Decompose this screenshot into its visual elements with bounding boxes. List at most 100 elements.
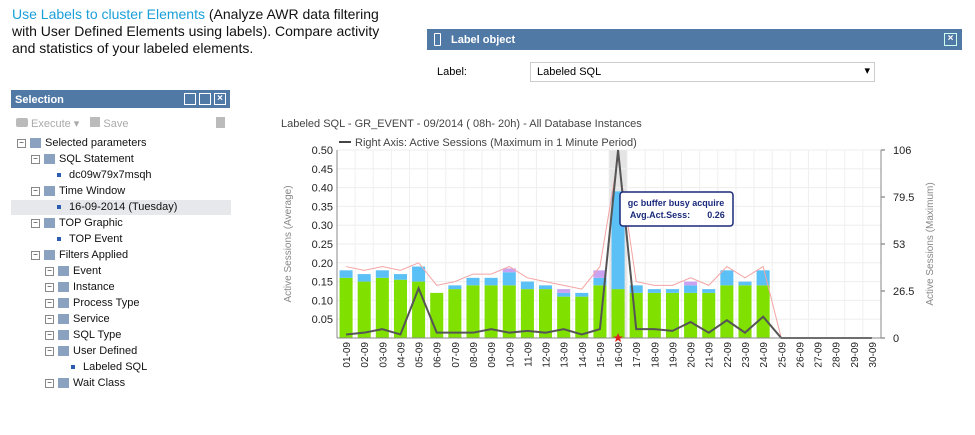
y-tick-label: 0.05 xyxy=(312,314,333,326)
expander[interactable]: − xyxy=(45,330,54,340)
tree-node[interactable]: − Time Window xyxy=(31,185,125,197)
leaf-bullet xyxy=(57,237,61,242)
expander[interactable]: − xyxy=(45,282,54,292)
expander[interactable]: − xyxy=(31,186,40,196)
bar xyxy=(412,281,426,338)
intro-link[interactable]: Use Labels to cluster Elements xyxy=(12,6,205,22)
tree-node[interactable]: 16-09-2014 (Tuesday) xyxy=(45,201,177,213)
bar xyxy=(393,279,407,338)
node-label: Time Window xyxy=(59,185,126,197)
x-tick-label: 25-09 xyxy=(777,342,788,368)
bar xyxy=(502,268,516,273)
node-icon xyxy=(58,298,69,309)
tooltip-title: gc buffer busy acquire xyxy=(628,198,725,208)
tree-node[interactable]: − SQL Statement xyxy=(31,153,134,165)
expander[interactable]: − xyxy=(45,266,54,276)
leaf-bullet xyxy=(57,173,61,178)
bar xyxy=(593,285,607,338)
expander[interactable]: − xyxy=(45,314,54,324)
bar xyxy=(557,292,571,297)
node-icon xyxy=(58,266,69,277)
tree-node[interactable]: − Process Type xyxy=(45,297,139,309)
x-tick-label: 24-09 xyxy=(759,342,770,368)
node-icon xyxy=(58,330,69,341)
y-tick-label: 0.15 xyxy=(312,277,333,289)
node-label: Instance xyxy=(73,281,115,293)
tree-node[interactable]: − Instance xyxy=(45,281,115,293)
restore[interactable] xyxy=(199,93,211,105)
expander[interactable]: − xyxy=(31,250,40,260)
tooltip-box xyxy=(619,191,734,227)
node-label: TOP Graphic xyxy=(59,217,123,229)
x-tick-label: 16-09 xyxy=(614,342,625,368)
field-label: Label: xyxy=(437,66,467,78)
minimize[interactable] xyxy=(184,93,196,105)
bar xyxy=(665,289,679,293)
execute-button[interactable]: Execute xyxy=(31,118,71,130)
leaf-bullet xyxy=(57,205,61,210)
node-label: Event xyxy=(73,265,102,277)
x-tick-label: 28-09 xyxy=(832,342,843,368)
x-tick-label: 27-09 xyxy=(814,342,825,368)
node-icon xyxy=(58,314,69,325)
bar xyxy=(393,274,407,280)
bar xyxy=(593,277,607,286)
toolbar: Execute ▾ Save xyxy=(16,117,128,130)
expander[interactable]: − xyxy=(45,298,54,308)
tree-node[interactable]: − Selected parameters xyxy=(17,137,147,149)
y-tick-label: 0.10 xyxy=(312,295,333,307)
node-icon xyxy=(44,154,55,165)
tree-node[interactable]: − User Defined xyxy=(45,345,137,357)
dialog-title: Label object xyxy=(451,34,516,46)
row-highlight xyxy=(11,200,231,215)
node-label: Service xyxy=(73,313,110,325)
label-select[interactable]: Labeled SQL ▾ xyxy=(530,62,875,82)
tree-node[interactable]: − Service xyxy=(45,313,110,325)
x-tick-label: 12-09 xyxy=(542,342,553,368)
dialog-close[interactable]: × xyxy=(944,33,957,46)
bar xyxy=(339,277,353,338)
x-tick-label: 13-09 xyxy=(560,342,571,368)
y2-tick-label: 79.5 xyxy=(893,192,914,204)
delete-icon[interactable] xyxy=(216,117,225,128)
y-tick-label: 0.25 xyxy=(312,239,333,251)
tree-node[interactable]: dc09w79x7msqh xyxy=(45,169,152,181)
expander[interactable]: − xyxy=(45,346,54,356)
expander[interactable]: − xyxy=(31,154,40,164)
x-tick-label: 14-09 xyxy=(578,342,589,368)
x-tick-label: 02-09 xyxy=(360,342,371,368)
legend-label: Right Axis: Active Sessions (Maximum in … xyxy=(355,137,637,149)
bar xyxy=(702,292,716,338)
bar xyxy=(412,266,426,282)
y2-tick-label: 26.5 xyxy=(893,286,914,298)
tree-node[interactable]: − TOP Graphic xyxy=(31,217,123,229)
tree-node[interactable]: − Filters Applied xyxy=(31,249,128,261)
category-highlight xyxy=(609,150,628,338)
expander[interactable]: − xyxy=(31,218,40,228)
expander[interactable]: − xyxy=(45,378,54,388)
selection-title: Selection xyxy=(15,94,64,106)
bar xyxy=(520,281,534,290)
node-label: 16-09-2014 (Tuesday) xyxy=(69,201,178,213)
plot-area xyxy=(337,150,881,338)
line xyxy=(345,157,872,339)
x-tick-label: 01-09 xyxy=(342,342,353,368)
tree-node[interactable]: − Event xyxy=(45,265,101,277)
bar xyxy=(502,272,516,286)
tree-node[interactable]: − SQL Type xyxy=(45,329,121,341)
x-tick-label: 30-09 xyxy=(868,342,879,368)
bar xyxy=(611,191,625,290)
tree-node[interactable]: Labeled SQL xyxy=(59,361,147,373)
save-button[interactable]: Save xyxy=(103,118,129,130)
expander[interactable]: − xyxy=(17,138,26,148)
y-tick-label: 0.50 xyxy=(312,145,333,157)
node-icon xyxy=(58,346,69,357)
close[interactable]: × xyxy=(214,93,226,105)
execute-icon xyxy=(16,118,28,127)
bar xyxy=(502,285,516,338)
tree-node[interactable]: − Wait Class xyxy=(45,377,125,389)
tree-node[interactable]: TOP Event xyxy=(45,233,122,245)
bar xyxy=(738,281,752,286)
node-icon xyxy=(58,378,69,389)
